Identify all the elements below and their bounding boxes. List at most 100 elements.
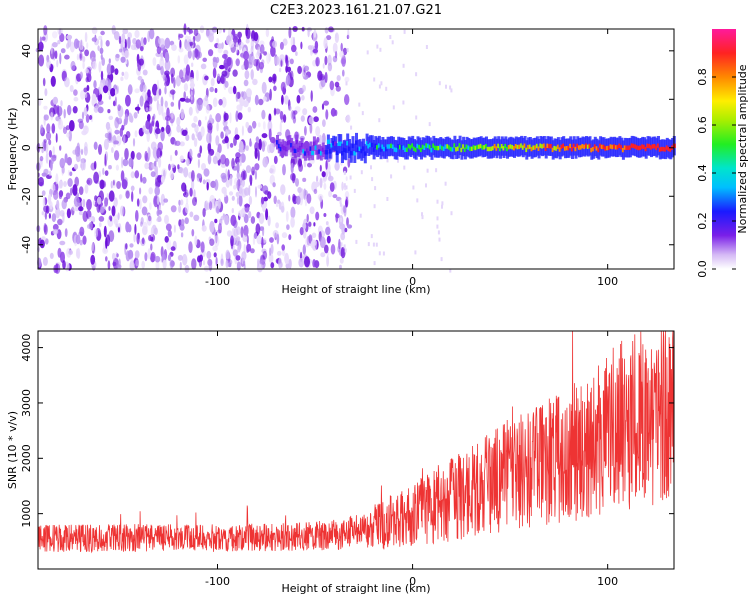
spectrogram-noise-cell — [130, 150, 135, 160]
spectrogram-noise-cell — [54, 50, 58, 59]
spectrogram-noise-cell — [83, 146, 88, 156]
spectrogram-signal-cell — [625, 145, 629, 150]
spectrogram-signal-cell — [564, 146, 567, 151]
spectrogram-noise-cell — [91, 26, 98, 35]
spectrogram-signal-cell — [477, 144, 481, 149]
spectrogram-noise-cell — [139, 46, 144, 52]
spectrogram-noise-cell — [164, 70, 170, 76]
spectrogram-signal-cell — [363, 151, 367, 156]
spectrogram-noise-cell — [174, 140, 181, 146]
spectrogram-noise-cell — [259, 259, 265, 265]
spectrogram-noise-cell — [193, 28, 199, 37]
spectrogram-noise-cell — [164, 81, 169, 87]
spectrogram-noise-cell — [198, 119, 202, 127]
spectrogram-noise-cell — [64, 153, 68, 164]
spectrogram-noise-cell — [52, 228, 59, 235]
spectrogram-noise-cell — [189, 211, 194, 218]
spectrogram-noise-cell — [208, 49, 214, 57]
spectrogram-signal-cell — [318, 149, 322, 154]
spectrogram-noise-cell — [104, 170, 109, 177]
spectrogram-noise-cell — [349, 175, 352, 180]
spectrogram-noise-cell — [118, 194, 122, 200]
spectrogram-noise-cell — [244, 70, 250, 80]
spectrogram-noise-cell — [179, 141, 185, 147]
spectrogram-y-label: Frequency (Hz) — [6, 108, 19, 191]
spectrogram-noise-cell — [209, 238, 215, 246]
spectrogram-signal-cell — [618, 143, 622, 148]
spectrogram-signal-cell — [384, 146, 388, 152]
spectrogram-noise-cell — [48, 139, 52, 146]
spectrogram-noise-cell — [170, 246, 176, 251]
spectrogram-noise-cell — [258, 98, 264, 106]
spectrogram-noise-cell — [140, 173, 143, 183]
spectrogram-noise-cell — [345, 185, 348, 190]
spectrogram-noise-cell — [160, 96, 164, 107]
spectrogram-noise-cell — [164, 236, 169, 243]
spectrogram-noise-cell — [245, 165, 252, 174]
spectrogram-signal-cell — [518, 144, 522, 149]
spectrogram-signal-cell — [572, 143, 576, 149]
spectrogram-signal-cell — [398, 144, 402, 150]
spectrogram-noise-cell — [245, 38, 250, 44]
spectrogram-noise-cell — [324, 27, 329, 34]
spectrogram-noise-cell — [41, 190, 46, 196]
spectrogram-noise-cell — [57, 40, 61, 45]
spectrogram-noise-cell — [272, 40, 277, 48]
spectrogram-noise-cell — [139, 83, 144, 93]
spectrogram-noise-cell — [84, 31, 88, 43]
spectrogram-noise-cell — [361, 111, 364, 116]
spectrogram-noise-cell — [173, 77, 176, 89]
spectrogram-signal-cell — [521, 145, 525, 150]
spectrogram-noise-cell — [358, 102, 361, 107]
spectrogram-noise-cell — [251, 59, 255, 66]
spectrogram-noise-cell — [268, 128, 272, 141]
spectrogram-noise-cell — [332, 194, 338, 199]
spectrogram-noise-cell — [156, 63, 161, 71]
spectrogram-noise-cell — [237, 245, 241, 253]
spectrogram-noise-cell — [269, 164, 276, 175]
spectrogram-noise-cell — [267, 120, 273, 133]
spectrogram-noise-cell — [290, 162, 294, 174]
spectrogram-signal-cell — [534, 145, 538, 150]
spectrogram-noise-cell — [378, 251, 381, 256]
spectrogram-noise-cell — [209, 86, 214, 93]
spectrogram-signal-cell — [516, 144, 520, 150]
spectrogram-noise-cell — [127, 224, 132, 233]
spectrogram-noise-cell — [215, 56, 220, 64]
spectrogram-signal-cell — [323, 149, 327, 155]
spectrogram-noise-cell — [214, 88, 218, 93]
spectrogram-noise-cell — [306, 213, 309, 223]
spectrogram-noise-cell — [347, 158, 351, 168]
spectrogram-noise-cell — [255, 136, 260, 143]
spectrogram-signal-cell — [428, 144, 432, 150]
spectrogram-noise-cell — [241, 125, 244, 136]
spectrogram-noise-cell — [127, 36, 131, 49]
spectrogram-noise-cell — [309, 206, 315, 215]
spectrogram-signal-cell — [593, 144, 597, 149]
spectrogram-noise-cell — [202, 179, 206, 185]
spectrogram-noise-cell — [436, 216, 439, 221]
spectrogram-noise-cell — [273, 107, 277, 116]
spectrogram-noise-cell — [40, 124, 44, 134]
spectrogram-signal-cell — [556, 144, 560, 149]
spectrogram-signal-cell — [346, 141, 350, 146]
spectrogram-signal-cell — [298, 145, 302, 151]
spectrogram-noise-cell — [134, 130, 138, 138]
spectrogram-noise-cell — [280, 184, 286, 196]
spectrogram-noise-cell — [228, 262, 232, 268]
spectrogram-noise-cell — [338, 238, 341, 250]
spectrogram-noise-cell — [378, 84, 381, 89]
spectrogram-signal-cell — [465, 144, 469, 149]
spectrogram-signal-cell — [542, 143, 546, 148]
spectrogram-noise-cell — [226, 230, 233, 237]
spectrogram-noise-cell — [145, 107, 149, 112]
spectrogram-noise-cell — [228, 40, 235, 48]
spectrogram-signal-cell — [569, 143, 573, 149]
spectrogram-signal-cell — [439, 144, 443, 149]
spectrogram-noise-cell — [50, 160, 53, 171]
spectrogram-noise-cell — [241, 188, 247, 198]
spectrogram-noise-cell — [329, 182, 335, 193]
spectrogram-signal-cell — [437, 145, 441, 151]
spectrogram-signal-cell — [648, 143, 652, 149]
